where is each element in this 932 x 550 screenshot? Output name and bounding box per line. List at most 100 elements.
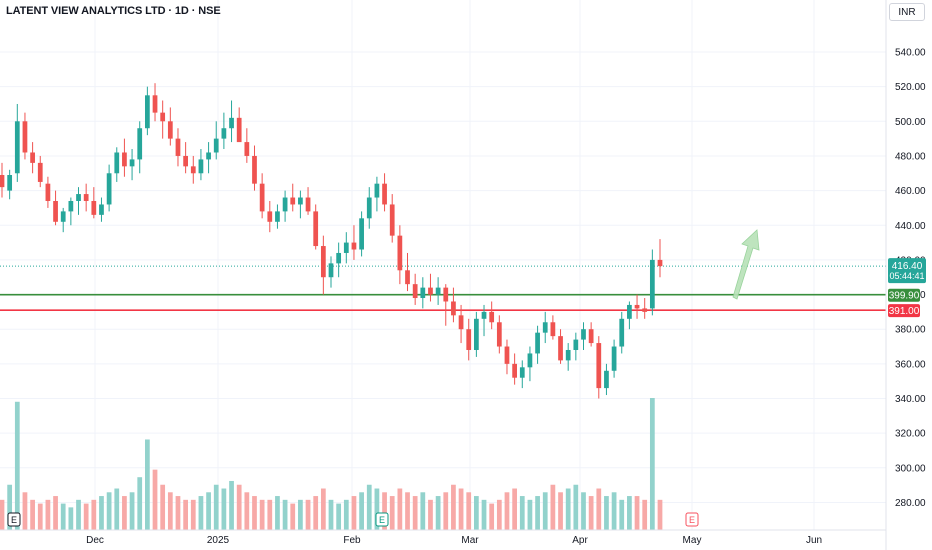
x-tick-label: Mar xyxy=(461,535,479,546)
volume-bar xyxy=(328,499,334,530)
candle-body xyxy=(519,367,525,378)
volume-bar xyxy=(244,492,250,530)
volume-bar xyxy=(573,484,579,530)
volume-bar xyxy=(99,496,104,530)
volume-bar xyxy=(412,496,418,530)
volume-bar xyxy=(374,488,380,530)
volume-bar xyxy=(489,503,495,530)
y-tick-label: 520.00 xyxy=(895,82,926,93)
volume-bar xyxy=(152,469,158,530)
candle-body xyxy=(298,197,303,205)
candle-body xyxy=(259,183,265,212)
volume-bar xyxy=(474,496,479,530)
candle-body xyxy=(428,287,433,295)
candle-body xyxy=(657,259,663,267)
volume-bar xyxy=(137,477,143,530)
candle-body xyxy=(167,121,173,139)
candle-body xyxy=(137,128,143,160)
volume-bar xyxy=(428,499,433,530)
volume-bar xyxy=(527,499,533,530)
y-tick-label: 360.00 xyxy=(895,359,926,370)
volume-bar xyxy=(68,507,74,530)
volume-bar xyxy=(190,499,196,530)
x-tick-label: Jun xyxy=(806,535,822,546)
volume-bar xyxy=(649,398,655,530)
candle-body xyxy=(14,121,20,174)
volume-bar xyxy=(458,488,464,530)
candle-body xyxy=(275,211,280,222)
y-tick-label: 300.00 xyxy=(895,463,926,474)
volume-bar xyxy=(565,488,571,530)
volume-bar xyxy=(275,496,280,530)
y-tick-label: 320.00 xyxy=(895,429,926,440)
volume-bar xyxy=(236,484,242,530)
candlesticks xyxy=(0,83,663,399)
candle-body xyxy=(343,242,349,253)
last-price-value: 416.40 xyxy=(892,261,923,272)
candle-body xyxy=(183,155,188,167)
volume-bar xyxy=(496,499,502,530)
countdown-value: 05:44:41 xyxy=(889,271,924,281)
candle-body xyxy=(389,204,395,236)
candle-body xyxy=(596,343,602,389)
candle-body xyxy=(504,346,510,364)
volume-bar xyxy=(634,496,640,530)
candle-body xyxy=(68,200,74,212)
candle-body xyxy=(83,194,89,201)
candle-body xyxy=(267,211,273,222)
candle-body xyxy=(496,322,502,347)
volume-bar xyxy=(129,492,135,530)
volume-bar xyxy=(198,496,204,530)
earnings-marker-label: E xyxy=(689,515,695,525)
time-axis[interactable]: Dec 2025 Feb Mar Apr May Jun xyxy=(0,529,886,546)
candle-body xyxy=(145,95,150,129)
candle-body xyxy=(565,349,571,361)
volume-bar xyxy=(443,492,449,530)
y-tick-label: 480.00 xyxy=(895,151,926,162)
volume-bar xyxy=(22,492,28,530)
candle-body xyxy=(542,322,548,333)
x-tick-label: Feb xyxy=(343,535,361,546)
volume-bar xyxy=(320,488,326,530)
candle-body xyxy=(611,346,617,371)
y-tick-label: 280.00 xyxy=(895,498,926,509)
candle-body xyxy=(60,211,66,222)
support-badge xyxy=(888,288,920,302)
earnings-marker xyxy=(685,512,699,527)
volume-bar xyxy=(313,496,319,530)
candle-body xyxy=(458,315,464,330)
up-arrow xyxy=(732,229,760,300)
candle-body xyxy=(221,128,227,139)
volume-bar xyxy=(145,439,150,530)
candle-body xyxy=(489,311,495,323)
candle-body xyxy=(412,284,418,299)
volume-bar xyxy=(252,496,257,530)
candle-body xyxy=(190,166,196,174)
volume-bar xyxy=(397,488,403,530)
candle-body xyxy=(114,152,120,174)
volume-bar xyxy=(76,499,81,530)
x-tick-label: Dec xyxy=(86,535,104,546)
volume-bar xyxy=(106,492,112,530)
candle-body xyxy=(282,197,288,212)
candle-body xyxy=(642,308,648,312)
volume-bar xyxy=(336,503,342,530)
candle-body xyxy=(451,301,456,316)
candle-body xyxy=(198,159,204,174)
volume-bar xyxy=(91,499,97,530)
candle-body xyxy=(466,329,472,350)
candle-body xyxy=(305,197,311,212)
candle-body xyxy=(45,183,51,201)
candle-body xyxy=(152,95,158,113)
candle-body xyxy=(351,242,357,250)
candle-body xyxy=(229,117,234,129)
candle-body xyxy=(366,197,372,219)
volume-bar xyxy=(0,499,5,530)
candle-body xyxy=(619,318,625,347)
candle-body xyxy=(206,152,211,160)
candle-body xyxy=(535,332,540,354)
currency-button[interactable]: INR xyxy=(889,3,925,21)
volume-bar xyxy=(366,484,372,530)
